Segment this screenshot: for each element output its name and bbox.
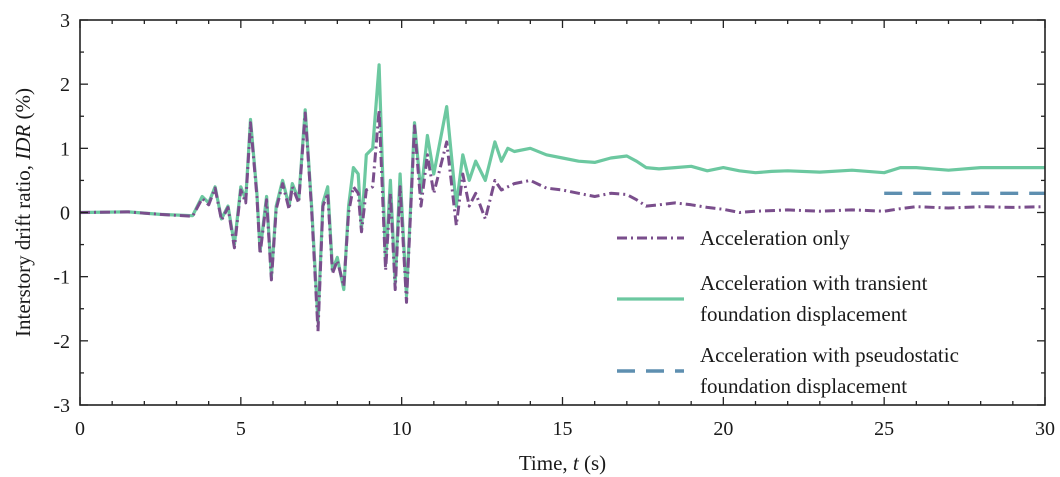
legend-label-0: Acceleration with transient	[700, 271, 928, 295]
x-tick-label: 10	[392, 418, 412, 440]
legend-label-0: foundation displacement	[700, 302, 907, 326]
legend: Acceleration only Acceleration with trans…	[617, 226, 959, 398]
x-tick-label: 5	[236, 418, 246, 440]
y-tick-label: 0	[60, 203, 70, 225]
series-line-1	[79, 108, 1046, 333]
legend-label-2: Acceleration with pseudostatic	[700, 343, 959, 367]
axis-ticks	[79, 19, 1046, 406]
x-tick-label: 0	[75, 418, 85, 440]
y-tick-label: 1	[60, 138, 70, 160]
y-tick-label: -1	[53, 267, 70, 289]
y-tick-label: 2	[60, 74, 70, 96]
x-axis-label: Time, t (s)	[519, 451, 606, 475]
y-tick-label: -3	[53, 395, 70, 417]
y-tick-label: 3	[60, 10, 70, 32]
legend-label-2: foundation displacement	[700, 374, 907, 398]
y-tick-label: -2	[53, 331, 70, 353]
x-tick-label: 25	[874, 418, 894, 440]
x-tick-label: 30	[1035, 418, 1055, 440]
x-tick-label: 20	[713, 418, 733, 440]
series-lines	[79, 63, 1046, 333]
legend-label-1: Acceleration only	[700, 226, 850, 250]
x-tick-label: 15	[553, 418, 573, 440]
y-axis-label: Interstory drift ratio, IDR (%)	[11, 88, 35, 337]
